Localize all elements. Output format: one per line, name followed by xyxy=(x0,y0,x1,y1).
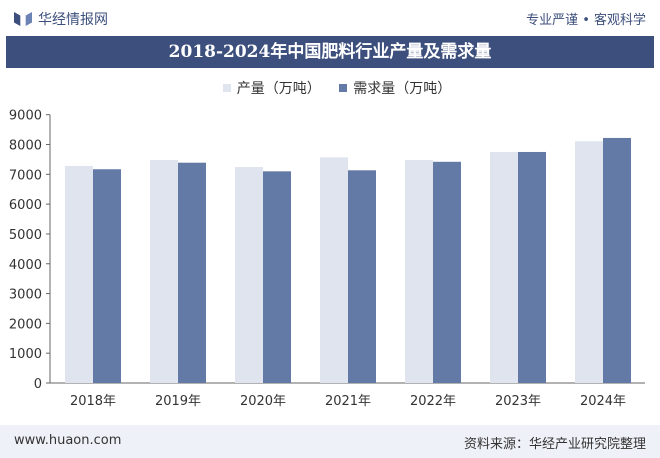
y-tick-label: 3000 xyxy=(9,288,42,303)
x-tick-label: 2022年 xyxy=(410,394,456,409)
bar-production xyxy=(65,165,93,383)
bar-production xyxy=(405,160,433,383)
bar-production xyxy=(320,157,348,383)
y-tick-label: 6000 xyxy=(9,198,42,213)
y-tick-label: 5000 xyxy=(9,228,42,243)
logo-icon xyxy=(14,12,21,26)
logo-icon-part xyxy=(25,12,32,26)
source-note: 资料来源：华经产业研究院整理 xyxy=(463,437,646,452)
chart-title: 2018-2024年中国肥料行业产量及需求量 xyxy=(6,36,654,68)
bar-demand xyxy=(603,137,631,383)
bar-demand xyxy=(518,151,546,383)
x-tick-label: 2018年 xyxy=(70,394,116,409)
logo-text: 华经情报网 xyxy=(38,12,108,28)
x-tick-label: 2024年 xyxy=(580,394,626,409)
top-bar: 华经情报网 专业严谨 • 客观科学 xyxy=(0,0,660,34)
footer: www.huaon.com 资料来源：华经产业研究院整理 xyxy=(0,425,660,458)
legend: 产量（万吨） 需求量（万吨） xyxy=(0,78,660,98)
legend-label-production: 产量（万吨） xyxy=(236,81,321,97)
bar-production xyxy=(150,160,178,383)
legend-label-demand: 需求量（万吨） xyxy=(353,81,452,97)
bar-production xyxy=(575,141,603,383)
bar-demand xyxy=(93,169,121,383)
slogan: 专业严谨 • 客观科学 xyxy=(526,13,646,28)
bar-production xyxy=(490,151,518,383)
y-tick-label: 8000 xyxy=(9,139,42,154)
x-tick-label: 2019年 xyxy=(155,394,201,409)
legend-swatch-demand xyxy=(339,84,348,92)
bar-demand xyxy=(433,161,461,383)
y-tick-label: 1000 xyxy=(9,347,42,362)
x-tick-label: 2023年 xyxy=(495,394,541,409)
y-tick-label: 0 xyxy=(34,377,42,392)
website: www.huaon.com xyxy=(14,433,122,448)
legend-swatch-production xyxy=(222,84,231,92)
x-tick-label: 2021年 xyxy=(325,394,371,409)
bar-demand xyxy=(178,162,206,383)
logo: 华经情报网 xyxy=(14,9,108,29)
y-tick-label: 9000 xyxy=(9,109,42,124)
bar-demand xyxy=(263,171,291,383)
bar-demand xyxy=(348,170,376,383)
y-tick-label: 7000 xyxy=(9,168,42,183)
x-tick-label: 2020年 xyxy=(240,394,286,409)
y-tick-label: 4000 xyxy=(9,258,42,273)
bar-production xyxy=(235,167,263,383)
y-tick-label: 2000 xyxy=(9,317,42,332)
